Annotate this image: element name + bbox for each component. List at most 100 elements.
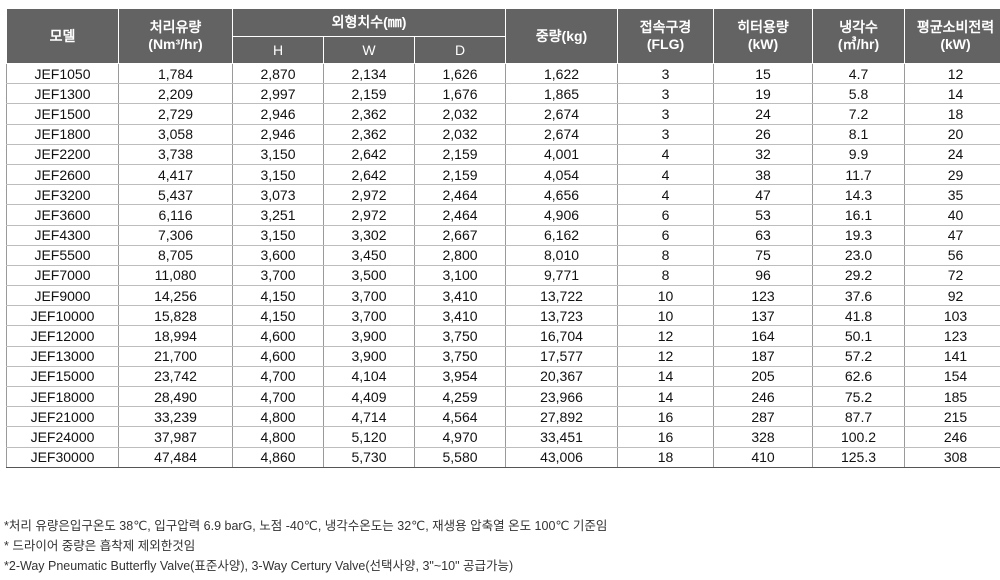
cell-power: 141 bbox=[904, 346, 1000, 367]
cell-model: JEF3200 bbox=[6, 184, 119, 206]
cell-heater: 137 bbox=[713, 305, 814, 327]
cell-height: 4,600 bbox=[232, 346, 324, 367]
cell-cooling: 41.8 bbox=[812, 305, 906, 327]
cell-power: 123 bbox=[904, 325, 1000, 347]
cell-cooling: 29.2 bbox=[812, 265, 906, 287]
cell-weight: 8,010 bbox=[505, 245, 619, 266]
cell-cooling: 14.3 bbox=[812, 184, 906, 206]
cell-flow: 3,058 bbox=[118, 124, 233, 145]
footnotes: *처리 유량은입구온도 38℃, 입구압력 6.9 barG, 노점 -40℃,… bbox=[4, 516, 607, 576]
cell-model: JEF1800 bbox=[6, 124, 119, 145]
cell-heater: 164 bbox=[713, 325, 814, 347]
cell-flow: 6,116 bbox=[118, 204, 233, 226]
header-model: 모델 bbox=[6, 8, 119, 64]
cell-height: 4,150 bbox=[232, 305, 324, 327]
cell-cooling: 7.2 bbox=[812, 103, 906, 125]
header-w: W bbox=[323, 36, 415, 64]
cell-width: 3,302 bbox=[323, 225, 415, 246]
cell-connection: 10 bbox=[617, 285, 715, 307]
cell-width: 3,900 bbox=[323, 346, 415, 367]
table-row: JEF10000 15,828 4,150 3,700 3,410 13,723 10 137… bbox=[6, 305, 1000, 327]
header-h: H bbox=[232, 36, 324, 64]
cell-flow: 2,209 bbox=[118, 83, 233, 105]
cell-weight: 2,674 bbox=[505, 124, 619, 145]
header-dimensions: 외형치수(㎜) bbox=[231, 8, 507, 37]
cell-model: JEF1500 bbox=[6, 103, 119, 125]
cell-connection: 14 bbox=[617, 366, 715, 388]
cell-heater: 287 bbox=[713, 406, 814, 428]
header-heater: 히터용량 (kW) bbox=[713, 8, 814, 64]
cell-weight: 13,723 bbox=[505, 305, 619, 327]
cell-power: 56 bbox=[904, 245, 1000, 266]
header-weight: 중량(kg) bbox=[505, 8, 619, 64]
table-row: JEF3600 6,116 3,251 2,972 2,464 4,906 6 53 16.1 4… bbox=[6, 204, 1000, 226]
cell-model: JEF21000 bbox=[6, 406, 119, 428]
cell-weight: 20,367 bbox=[505, 366, 619, 388]
cell-flow: 37,987 bbox=[118, 426, 233, 448]
cell-weight: 4,001 bbox=[505, 144, 619, 165]
cell-model: JEF5500 bbox=[6, 245, 119, 266]
cell-model: JEF3600 bbox=[6, 204, 119, 226]
header-d: D bbox=[413, 36, 507, 64]
cell-depth: 2,667 bbox=[413, 225, 507, 246]
cell-model: JEF1300 bbox=[6, 83, 119, 105]
cell-heater: 32 bbox=[713, 144, 814, 165]
cell-width: 2,159 bbox=[323, 83, 415, 105]
cell-flow: 8,705 bbox=[118, 245, 233, 266]
table-row: JEF21000 33,239 4,800 4,714 4,564 27,892 16 287… bbox=[6, 406, 1000, 428]
cell-connection: 12 bbox=[617, 325, 715, 347]
cell-depth: 3,750 bbox=[413, 325, 507, 347]
cell-width: 2,972 bbox=[323, 204, 415, 226]
cell-model: JEF12000 bbox=[6, 325, 119, 347]
cell-width: 3,700 bbox=[323, 285, 415, 307]
cell-connection: 3 bbox=[617, 62, 715, 85]
cell-model: JEF24000 bbox=[6, 426, 119, 448]
cell-power: 103 bbox=[904, 305, 1000, 327]
cell-height: 3,150 bbox=[232, 164, 324, 186]
cell-power: 35 bbox=[904, 184, 1000, 206]
cell-flow: 47,484 bbox=[118, 447, 233, 468]
cell-heater: 410 bbox=[713, 447, 814, 468]
cell-depth: 2,464 bbox=[413, 184, 507, 206]
cell-width: 3,450 bbox=[323, 245, 415, 266]
cell-flow: 4,417 bbox=[118, 164, 233, 186]
cell-model: JEF7000 bbox=[6, 265, 119, 287]
cell-weight: 4,906 bbox=[505, 204, 619, 226]
cell-model: JEF30000 bbox=[6, 447, 119, 468]
cell-cooling: 9.9 bbox=[812, 144, 906, 165]
table-row: JEF4300 7,306 3,150 3,302 2,667 6,162 6 63 19.3 4… bbox=[6, 225, 1000, 246]
cell-flow: 14,256 bbox=[118, 285, 233, 307]
cell-width: 2,134 bbox=[323, 62, 415, 85]
cell-model: JEF13000 bbox=[6, 346, 119, 367]
cell-cooling: 100.2 bbox=[812, 426, 906, 448]
cell-weight: 17,577 bbox=[505, 346, 619, 367]
cell-cooling: 57.2 bbox=[812, 346, 906, 367]
cell-flow: 33,239 bbox=[118, 406, 233, 428]
header-connection: 접속구경 (FLG) bbox=[617, 8, 715, 64]
cell-connection: 4 bbox=[617, 184, 715, 206]
table-row: JEF13000 21,700 4,600 3,900 3,750 17,577 12 187… bbox=[6, 346, 1000, 367]
cell-depth: 2,032 bbox=[413, 103, 507, 125]
cell-weight: 33,451 bbox=[505, 426, 619, 448]
cell-power: 215 bbox=[904, 406, 1000, 428]
cell-depth: 5,580 bbox=[413, 447, 507, 468]
cell-weight: 1,865 bbox=[505, 83, 619, 105]
cell-model: JEF1050 bbox=[6, 62, 119, 85]
cell-flow: 7,306 bbox=[118, 225, 233, 246]
table-header: 모델 처리유량 (Nm³/hr) 외형치수(㎜) 중량(kg) 접속구경 (FLG)… bbox=[6, 8, 1000, 64]
cell-depth: 1,676 bbox=[413, 83, 507, 105]
table-row: JEF1300 2,209 2,997 2,159 1,676 1,865 3 19 5.8 14 bbox=[6, 83, 1000, 105]
cell-heater: 96 bbox=[713, 265, 814, 287]
cell-width: 5,120 bbox=[323, 426, 415, 448]
cell-flow: 11,080 bbox=[118, 265, 233, 287]
cell-height: 4,800 bbox=[232, 406, 324, 428]
cell-connection: 8 bbox=[617, 245, 715, 266]
cell-height: 3,150 bbox=[232, 225, 324, 246]
cell-heater: 53 bbox=[713, 204, 814, 226]
cell-connection: 3 bbox=[617, 83, 715, 105]
table-row: JEF24000 37,987 4,800 5,120 4,970 33,451 16 328… bbox=[6, 426, 1000, 448]
cell-cooling: 23.0 bbox=[812, 245, 906, 266]
cell-height: 4,860 bbox=[232, 447, 324, 468]
table-row: JEF15000 23,742 4,700 4,104 3,954 20,367 14 205… bbox=[6, 366, 1000, 388]
cell-width: 2,642 bbox=[323, 164, 415, 186]
